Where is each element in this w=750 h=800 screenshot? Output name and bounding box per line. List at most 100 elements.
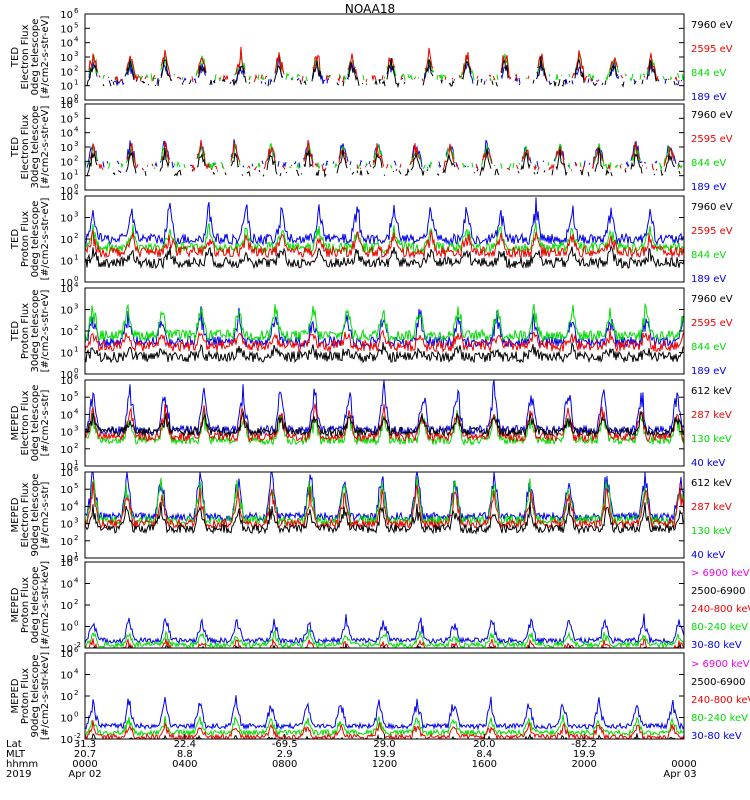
x-row-label-mlt: MLT (6, 749, 26, 760)
y-tick-exponent: 2 (74, 324, 78, 332)
date-end-label: Apr 03 (663, 769, 696, 780)
legend-entry: 2595 eV (691, 134, 733, 145)
y-tick-label: 10 (60, 692, 73, 703)
y-tick-exponent: 0 (74, 275, 78, 283)
series-trace (85, 476, 684, 527)
y-axis-label-line: 90deg telescope (30, 654, 41, 737)
panel-3-traces (85, 197, 684, 270)
y-tick-label: 10 (60, 278, 73, 289)
y-tick-label: 10 (60, 370, 73, 381)
series-trace (85, 143, 684, 169)
y-tick-exponent: 2 (74, 64, 78, 72)
y-tick-label: 10 (60, 96, 73, 107)
x-row-label-year: 2019 (6, 769, 31, 780)
legend-entry: 2595 eV (691, 44, 733, 55)
y-tick-exponent: 2 (74, 232, 78, 240)
y-tick-label: 10 (60, 327, 73, 338)
legend-entry: 80-240 keV (691, 622, 748, 633)
legend-entry: 2595 eV (691, 318, 733, 329)
y-axis-label-line: TED (10, 47, 21, 68)
y-tick-exponent: 4 (74, 36, 79, 44)
panel-2-traces (85, 139, 684, 176)
legend-entry: 30-80 keV (691, 640, 742, 651)
legend-entry: 844 eV (691, 158, 726, 169)
y-tick-exponent: 3 (74, 517, 78, 525)
y-axis-label-line: Electron Flux (20, 24, 31, 89)
y-tick-exponent: 4 (74, 668, 79, 676)
legend-entry: 189 eV (691, 274, 726, 285)
y-tick-exponent: 0 (74, 711, 78, 719)
y-tick-exponent: 3 (74, 211, 78, 219)
lat-tick-label: 29.0 (373, 739, 395, 750)
plot-frame (84, 471, 685, 559)
y-tick-label: 10 (60, 554, 73, 565)
legend-entry: 2500-6900 (691, 586, 746, 597)
y-tick-exponent: 4 (74, 281, 79, 289)
y-tick-exponent: 1 (74, 459, 78, 467)
y-tick-exponent: 3 (74, 425, 78, 433)
y-tick-exponent: 3 (74, 140, 78, 148)
y-axis-label: MEPEDProton Flux90deg telescope[#/cm2-s-… (10, 652, 51, 740)
series-trace (88, 53, 684, 83)
series-trace (85, 629, 684, 648)
y-axis-label-line: TED (10, 229, 21, 250)
time-tick-label: 0000 (72, 759, 97, 770)
y-tick-exponent: 2 (74, 534, 78, 542)
series-trace (85, 230, 684, 260)
legend-entry: 7960 eV (691, 110, 733, 121)
y-tick-label: 10 (60, 172, 73, 183)
y-axis-label: TEDProton Flux30deg telescope[#/cm2-s-st… (10, 289, 51, 372)
y-axis-label-line: TED (10, 137, 21, 158)
y-tick-label: 10 (60, 735, 73, 746)
y-axis-label: MEPEDElectron Flux0deg telescope[#/cm2-s… (10, 385, 51, 462)
series-trace (85, 403, 684, 443)
y-tick-label: 10 (60, 284, 73, 295)
y-tick-exponent: 5 (74, 21, 78, 29)
panel-4-traces (85, 302, 684, 364)
legend-entry: > 6900 keV (691, 568, 750, 579)
y-tick-label: 10 (60, 580, 73, 591)
time-tick-label: 1200 (372, 759, 397, 770)
time-tick-label: 0800 (272, 759, 297, 770)
legend-entry: 30-80 keV (691, 731, 742, 742)
series-trace (88, 139, 681, 173)
legend-entry: 2595 eV (691, 226, 733, 237)
y-axis-label-line: [#/cm2-s-str-eV] (40, 198, 51, 281)
y-axis-label-line: [#/cm2-s-str-eV] (40, 16, 51, 99)
y-tick-exponent: 6 (74, 373, 79, 381)
series-trace (85, 328, 684, 354)
y-axis-label-line: [#/cm2-s-str] (40, 481, 51, 548)
y-tick-exponent: 5 (74, 390, 78, 398)
y-tick-exponent: -2 (74, 641, 81, 649)
legend-entry: 7960 eV (691, 294, 733, 305)
series-trace (85, 695, 684, 731)
y-tick-label: 10 (60, 376, 73, 387)
y-tick-exponent: 4 (74, 126, 79, 134)
y-tick-exponent: 6 (74, 7, 79, 15)
y-tick-exponent: 0 (74, 620, 78, 628)
y-tick-label: 10 (60, 537, 73, 548)
y-axis-label-line: 90deg telescope (30, 473, 41, 556)
panel-6-traces (85, 472, 684, 535)
y-tick-label: 10 (60, 349, 73, 360)
y-tick-exponent: 2 (74, 598, 78, 606)
y-axis-label: TEDElectron Flux0deg telescope[#/cm2-s-s… (10, 16, 51, 99)
panel-5-traces (85, 380, 684, 447)
y-axis-label: TEDProton Flux0deg telescope[#/cm2-s-str… (10, 198, 51, 281)
series-trace (85, 481, 684, 530)
mlt-tick-label: 19.9 (573, 749, 595, 760)
y-tick-exponent: -2 (74, 732, 81, 740)
y-tick-label: 10 (60, 644, 73, 655)
y-axis-label-line: MEPED (10, 587, 21, 622)
chart-title: NOAA18 (345, 2, 395, 16)
y-axis-label-line: 0deg telescope (30, 567, 41, 644)
y-tick-label: 10 (60, 485, 73, 496)
legend-entry: 189 eV (691, 92, 726, 103)
y-tick-label: 10 (60, 468, 73, 479)
y-tick-label: 10 (60, 235, 73, 246)
y-tick-label: 10 (60, 462, 73, 473)
